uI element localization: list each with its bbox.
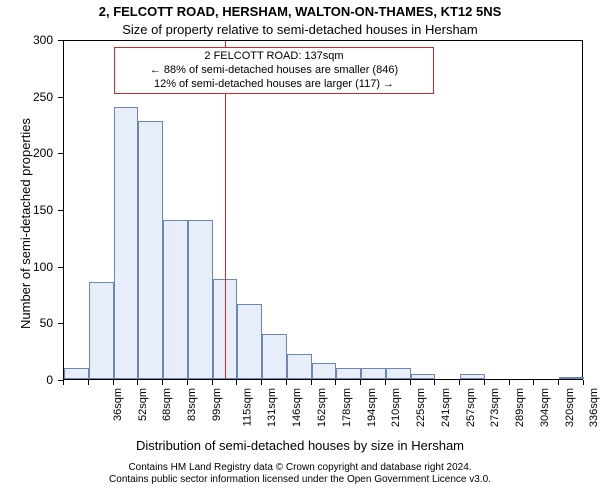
footer: Contains HM Land Registry data © Crown c… [0, 462, 600, 486]
x-tick-label: 115sqm [241, 388, 253, 426]
x-tick-label: 146sqm [291, 388, 303, 427]
x-tick-mark [162, 380, 163, 385]
x-tick-mark [434, 380, 435, 385]
histogram-bar [411, 374, 436, 379]
x-tick-mark [236, 380, 237, 385]
x-tick-mark [558, 380, 559, 385]
chart-title-main: 2, FELCOTT ROAD, HERSHAM, WALTON-ON-THAM… [0, 4, 600, 19]
histogram-bar [138, 121, 163, 379]
x-tick-label: 336sqm [588, 388, 600, 427]
footer-line2: Contains public sector information licen… [0, 474, 600, 486]
x-tick-label: 273sqm [489, 388, 501, 427]
x-tick-mark [88, 380, 89, 385]
histogram-bar [188, 220, 213, 379]
y-tick-mark [58, 210, 63, 211]
annotation-box: 2 FELCOTT ROAD: 137sqm ← 88% of semi-det… [114, 47, 434, 94]
x-tick-label: 68sqm [161, 388, 173, 421]
x-tick-label: 320sqm [564, 388, 576, 427]
annotation-line3: 12% of semi-detached houses are larger (… [119, 78, 429, 92]
x-tick-mark [385, 380, 386, 385]
x-tick-label: 131sqm [267, 388, 279, 427]
histogram-bar [114, 107, 139, 379]
x-axis-caption: Distribution of semi-detached houses by … [0, 438, 600, 453]
x-tick-mark [533, 380, 534, 385]
x-tick-label: 241sqm [440, 388, 452, 427]
histogram-bar [64, 368, 89, 379]
x-tick-mark [335, 380, 336, 385]
x-tick-label: 289sqm [514, 388, 526, 427]
y-tick-mark [58, 267, 63, 268]
histogram-bar [559, 377, 584, 379]
histogram-bar [312, 363, 337, 379]
x-tick-label: 99sqm [211, 388, 223, 421]
x-tick-label: 225sqm [415, 388, 427, 427]
x-tick-label: 178sqm [341, 388, 353, 427]
x-tick-mark [459, 380, 460, 385]
x-tick-label: 52sqm [137, 388, 149, 421]
annotation-line2: ← 88% of semi-detached houses are smalle… [119, 64, 429, 78]
y-tick-label: 250 [0, 90, 53, 104]
y-tick-mark [58, 153, 63, 154]
footer-line1: Contains HM Land Registry data © Crown c… [0, 462, 600, 474]
x-tick-mark [410, 380, 411, 385]
y-tick-mark [58, 323, 63, 324]
histogram-bar [262, 334, 287, 379]
y-tick-label: 0 [0, 373, 53, 387]
x-tick-mark [261, 380, 262, 385]
x-tick-mark [509, 380, 510, 385]
x-tick-mark [63, 380, 64, 385]
y-tick-label: 150 [0, 203, 53, 217]
histogram-bar [336, 368, 361, 379]
x-tick-label: 304sqm [539, 388, 551, 427]
x-tick-mark [311, 380, 312, 385]
histogram-bar [287, 354, 312, 379]
y-tick-label: 50 [0, 316, 53, 330]
x-tick-label: 36sqm [112, 388, 124, 421]
histogram-bar [460, 374, 485, 379]
chart-title-sub: Size of property relative to semi-detach… [0, 22, 600, 37]
histogram-bar [361, 368, 386, 379]
x-tick-mark [212, 380, 213, 385]
x-tick-mark [113, 380, 114, 385]
chart-container: 2, FELCOTT ROAD, HERSHAM, WALTON-ON-THAM… [0, 0, 600, 500]
x-tick-mark [484, 380, 485, 385]
histogram-bar [89, 282, 114, 379]
histogram-bar [163, 220, 188, 379]
histogram-bar [386, 368, 411, 379]
x-tick-label: 210sqm [390, 388, 402, 427]
histogram-bar [237, 304, 262, 379]
y-tick-mark [58, 97, 63, 98]
plot-area: 2 FELCOTT ROAD: 137sqm ← 88% of semi-det… [63, 40, 583, 380]
y-tick-label: 200 [0, 146, 53, 160]
annotation-line1: 2 FELCOTT ROAD: 137sqm [119, 50, 429, 64]
x-tick-mark [360, 380, 361, 385]
y-tick-label: 100 [0, 260, 53, 274]
x-tick-label: 194sqm [366, 388, 378, 427]
x-tick-label: 257sqm [465, 388, 477, 427]
x-tick-label: 162sqm [316, 388, 328, 427]
x-tick-mark [583, 380, 584, 385]
x-tick-mark [187, 380, 188, 385]
x-tick-mark [286, 380, 287, 385]
x-tick-label: 83sqm [186, 388, 198, 421]
y-tick-label: 300 [0, 33, 53, 47]
x-tick-mark [137, 380, 138, 385]
y-tick-mark [58, 40, 63, 41]
